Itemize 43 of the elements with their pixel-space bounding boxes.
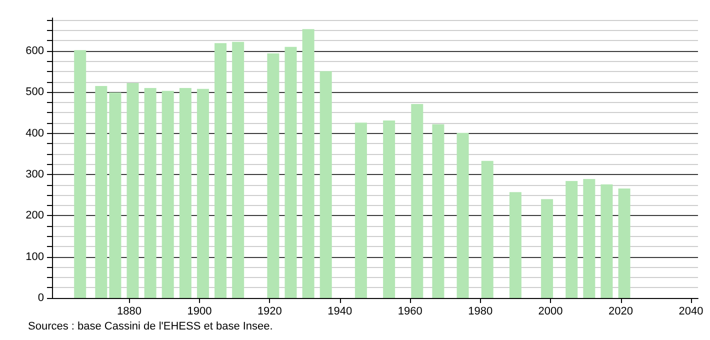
bar	[214, 43, 227, 298]
bar	[320, 71, 332, 298]
bar	[162, 90, 174, 298]
bar	[302, 29, 314, 298]
bar	[354, 122, 367, 298]
bar	[432, 124, 444, 298]
bar	[232, 42, 244, 298]
x-tick-label: 1880	[116, 306, 142, 318]
bar	[126, 83, 139, 298]
x-tick-label: 2000	[538, 306, 563, 318]
bar	[541, 199, 554, 298]
x-tick-label: 1940	[328, 306, 352, 318]
x-tick-label: 1960	[398, 306, 422, 318]
bar	[600, 184, 613, 298]
x-tick-label: 2020	[608, 306, 634, 318]
bar	[566, 181, 578, 298]
bar	[284, 46, 297, 298]
bar	[74, 50, 86, 298]
y-tick-label: 400	[26, 127, 44, 140]
y-tick-label: 300	[26, 168, 44, 180]
bar	[179, 88, 192, 298]
bar	[481, 160, 494, 298]
bar	[144, 88, 156, 298]
y-tick-label: 200	[26, 210, 44, 222]
bar	[618, 188, 630, 298]
x-tick-label: 1980	[468, 306, 493, 318]
bar	[383, 120, 396, 298]
y-tick-label: 600	[26, 44, 44, 57]
bar	[456, 132, 469, 298]
bar	[95, 86, 108, 298]
bar	[509, 192, 522, 298]
x-tick-label: 1920	[257, 306, 282, 318]
bar	[267, 53, 280, 298]
y-tick-label: 0	[38, 292, 44, 304]
bar	[196, 88, 209, 298]
source-note: Sources : base Cassini de l'EHESS et base Insee.	[28, 320, 273, 332]
x-tick-label: 1900	[187, 306, 212, 318]
y-tick-label: 100	[26, 250, 44, 263]
bar	[109, 92, 122, 298]
y-tick-label: 500	[26, 86, 44, 98]
x-tick-label: 2040	[678, 306, 704, 318]
bar	[583, 179, 596, 298]
bar	[411, 104, 424, 298]
